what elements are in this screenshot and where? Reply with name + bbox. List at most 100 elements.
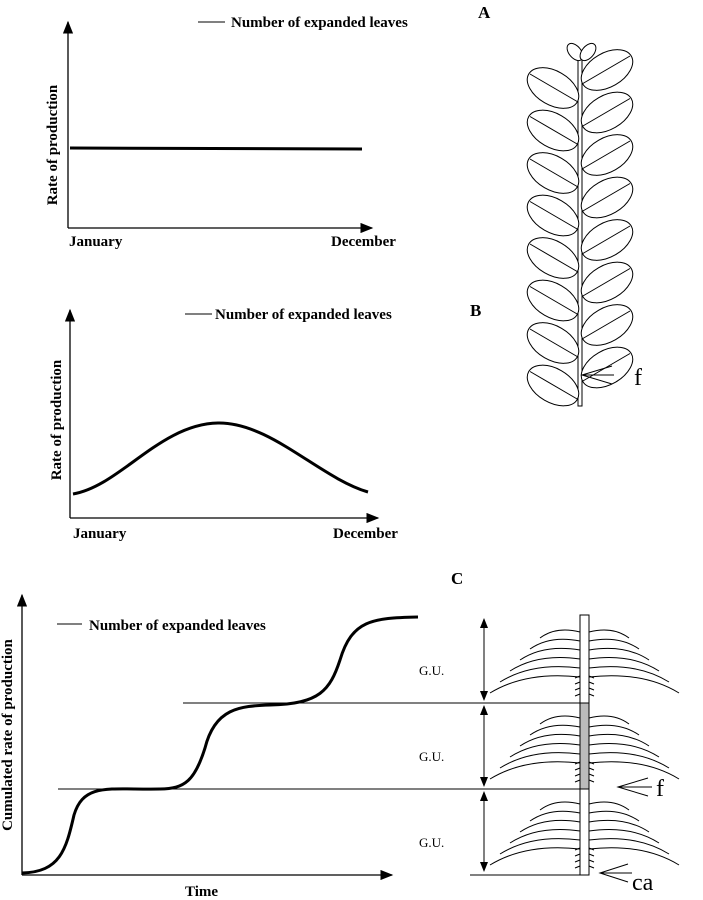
- leaf-frond: [539, 715, 581, 725]
- cataphyll: [574, 767, 581, 771]
- leaflet: [526, 322, 580, 364]
- leaflet: [580, 134, 634, 176]
- leaf-frond: [588, 801, 630, 811]
- y-axis-label: Rate of production: [49, 359, 65, 480]
- leaflet: [580, 304, 634, 346]
- leaf-frond: [489, 675, 581, 694]
- annotation: ca: [632, 870, 654, 896]
- leaf-frond: [588, 629, 630, 639]
- cataphyll: [588, 693, 595, 697]
- leaf-frond: [588, 743, 660, 758]
- leaf-frond: [588, 724, 640, 736]
- gu-label: G.U.: [419, 835, 444, 850]
- cataphyll: [574, 773, 581, 777]
- midrib: [581, 225, 631, 255]
- leaf-frond: [519, 647, 581, 661]
- leaflet: [580, 176, 634, 219]
- y-axis-label: Cumulated rate of production: [0, 638, 16, 830]
- leaf-frond: [499, 666, 581, 683]
- midrib: [529, 116, 579, 145]
- midrib: [581, 183, 631, 212]
- leaf-frond: [509, 657, 581, 672]
- leaf-frond: [529, 638, 581, 650]
- leaf-frond: [588, 752, 670, 769]
- arrow-head: [580, 365, 613, 385]
- curve: [69, 146, 363, 151]
- cataphyll: [588, 675, 595, 679]
- cataphyll: [588, 681, 595, 685]
- leaflet: [526, 194, 580, 237]
- leaf-frond: [509, 829, 581, 844]
- leaf-frond: [588, 715, 630, 725]
- leaf-frond: [588, 733, 650, 747]
- midrib: [529, 328, 579, 358]
- x-label: Time: [185, 884, 218, 900]
- leaflet: [580, 219, 634, 261]
- cataphyll: [588, 773, 595, 777]
- leaf-frond: [588, 829, 660, 844]
- leaflet: [526, 109, 580, 152]
- arrow-head: [616, 777, 649, 797]
- pinnate-leaf: [526, 42, 634, 407]
- leaf-frond: [539, 629, 581, 639]
- cataphyll: [574, 847, 581, 851]
- midrib: [529, 243, 579, 273]
- cataphyll: [574, 687, 581, 691]
- leaf-frond: [588, 666, 670, 683]
- leaf-frond: [519, 819, 581, 833]
- y-axis-label: Rate of production: [45, 84, 61, 205]
- midrib: [581, 140, 631, 170]
- curve: [21, 615, 419, 875]
- leaf-frond: [588, 810, 640, 822]
- x-label: December: [331, 234, 396, 250]
- cataphyll: [574, 681, 581, 685]
- leaf-frond: [539, 801, 581, 811]
- shoot: [489, 614, 680, 876]
- x-label: January: [73, 526, 127, 542]
- leaf-frond: [519, 733, 581, 747]
- midrib: [529, 73, 579, 103]
- leaf-frond: [499, 752, 581, 769]
- x-label: January: [69, 234, 123, 250]
- leaflet: [580, 261, 634, 304]
- cataphyll: [574, 761, 581, 765]
- leaf-frond: [529, 724, 581, 736]
- midrib: [581, 268, 631, 297]
- leaflet: [526, 152, 580, 194]
- gu-label: G.U.: [419, 663, 444, 678]
- cataphyll: [574, 675, 581, 679]
- panel-label: A: [478, 3, 491, 22]
- cataphyll: [588, 761, 595, 765]
- leaf-frond: [588, 761, 680, 780]
- leaf-frond: [588, 819, 650, 833]
- leaflet: [526, 237, 580, 279]
- midrib: [529, 158, 579, 188]
- leaf-frond: [588, 657, 660, 672]
- leaf-frond: [499, 838, 581, 855]
- leaf-frond: [588, 647, 650, 661]
- leaf-frond: [509, 743, 581, 758]
- cataphyll: [588, 859, 595, 863]
- midrib: [581, 98, 631, 127]
- cataphyll: [574, 853, 581, 857]
- curve: [72, 421, 369, 496]
- cataphyll: [588, 853, 595, 857]
- cataphyll: [588, 865, 595, 869]
- cataphyll: [574, 859, 581, 863]
- midrib: [581, 310, 631, 340]
- midrib: [529, 201, 579, 230]
- midrib: [581, 55, 631, 85]
- leaf-frond: [489, 761, 581, 780]
- leaflet: [526, 279, 580, 322]
- leaf-frond: [529, 810, 581, 822]
- bud: [579, 42, 597, 62]
- annotation: f: [656, 776, 664, 802]
- cataphyll: [574, 865, 581, 869]
- arrow-head: [598, 863, 629, 883]
- legend-text: Number of expanded leaves: [215, 307, 392, 323]
- cataphyll: [574, 693, 581, 697]
- cataphyll: [588, 847, 595, 851]
- leaflet: [526, 364, 580, 407]
- leaf-frond: [588, 847, 680, 866]
